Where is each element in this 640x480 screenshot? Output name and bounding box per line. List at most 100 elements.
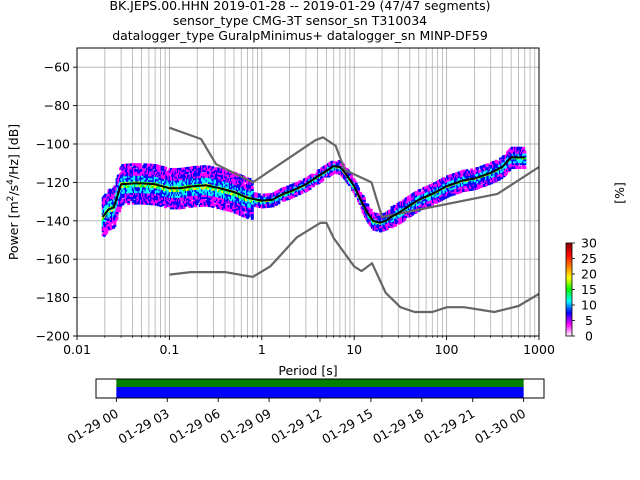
plot-frame bbox=[76, 47, 540, 337]
density-cell bbox=[194, 171, 198, 175]
density-cell bbox=[113, 223, 117, 227]
density-cell bbox=[430, 202, 434, 206]
density-cell bbox=[294, 193, 298, 197]
density-cell bbox=[292, 194, 296, 198]
density-cell bbox=[248, 177, 252, 181]
density-cell bbox=[305, 177, 309, 181]
density-cell bbox=[458, 188, 462, 192]
density-cell bbox=[104, 197, 108, 201]
density-cell bbox=[188, 204, 192, 208]
density-cell bbox=[246, 215, 250, 219]
density-cell bbox=[489, 179, 493, 183]
density-cell bbox=[145, 196, 149, 200]
density-cell bbox=[153, 166, 157, 170]
density-cell bbox=[262, 205, 266, 209]
density-cell bbox=[203, 170, 207, 174]
density-cell bbox=[223, 169, 227, 173]
density-cell bbox=[522, 146, 526, 150]
density-cell bbox=[173, 167, 177, 171]
colorbar-tick-label: 20 bbox=[581, 267, 597, 282]
density-cell bbox=[266, 195, 270, 199]
density-cell bbox=[114, 218, 118, 222]
density-cell bbox=[137, 201, 141, 205]
density-cell bbox=[257, 202, 261, 206]
density-cell bbox=[523, 150, 527, 154]
density-cell bbox=[182, 171, 186, 175]
density-cell bbox=[236, 209, 240, 213]
density-cell bbox=[119, 198, 123, 202]
density-cell bbox=[393, 223, 397, 227]
density-cell bbox=[121, 164, 125, 168]
density-cell bbox=[223, 203, 227, 207]
density-cell bbox=[164, 166, 168, 170]
density-cell bbox=[184, 167, 188, 171]
density-cell bbox=[158, 169, 162, 173]
density-cell bbox=[162, 168, 166, 172]
density-cell bbox=[228, 172, 232, 176]
density-cell bbox=[226, 171, 230, 175]
density-cell bbox=[350, 176, 354, 180]
density-cell bbox=[161, 166, 165, 170]
density-cell bbox=[206, 200, 210, 204]
density-cell bbox=[136, 195, 140, 199]
density-cell bbox=[225, 208, 229, 212]
density-cell bbox=[232, 177, 236, 181]
coverage-time-label: 01-29 18 bbox=[370, 406, 426, 447]
density-cell bbox=[361, 194, 365, 198]
density-cell bbox=[145, 198, 149, 202]
y-tick-label: −160 bbox=[36, 252, 70, 267]
colorbar-label: [%] bbox=[612, 182, 627, 204]
density-cell bbox=[298, 192, 302, 196]
density-cell bbox=[354, 182, 358, 186]
density-cell bbox=[300, 191, 304, 195]
density-cell bbox=[183, 199, 187, 203]
density-cell bbox=[124, 167, 128, 171]
noise-model-curves bbox=[102, 126, 539, 314]
density-cell bbox=[262, 195, 266, 199]
density-cell bbox=[214, 169, 218, 173]
density-cell bbox=[403, 217, 407, 221]
density-cell bbox=[223, 207, 227, 211]
density-cell bbox=[352, 189, 356, 193]
density-cell bbox=[229, 203, 233, 207]
density-cell bbox=[500, 176, 504, 180]
density-cell bbox=[173, 202, 177, 206]
density-cell bbox=[366, 205, 370, 209]
density-cell bbox=[171, 169, 175, 173]
density-cell bbox=[321, 178, 325, 182]
density-cell bbox=[452, 173, 456, 177]
density-cell bbox=[381, 226, 385, 230]
density-cell bbox=[452, 192, 456, 196]
density-cell bbox=[180, 202, 184, 206]
density-cell bbox=[117, 209, 121, 213]
density-cell bbox=[175, 206, 179, 210]
density-cell bbox=[142, 167, 146, 171]
density-cell bbox=[298, 190, 302, 194]
density-cell bbox=[152, 200, 156, 204]
density-cell bbox=[211, 166, 215, 170]
density-cell bbox=[269, 195, 273, 199]
density-cell bbox=[112, 191, 116, 195]
density-cell bbox=[250, 207, 254, 211]
x-axis-ticks: 0.01 0.1 1 10 100 1000 bbox=[63, 336, 555, 357]
x-tick-label: 0.01 bbox=[63, 342, 91, 357]
density-cell bbox=[459, 189, 463, 193]
density-cell bbox=[189, 172, 193, 176]
density-cell bbox=[362, 200, 366, 204]
density-cell bbox=[250, 188, 254, 192]
density-cell bbox=[109, 224, 113, 228]
density-cell bbox=[119, 203, 123, 207]
density-cell bbox=[345, 167, 349, 171]
density-cell bbox=[102, 225, 106, 229]
density-cell bbox=[266, 202, 270, 206]
density-cell bbox=[145, 201, 149, 205]
density-cell bbox=[176, 167, 180, 171]
density-cell bbox=[250, 211, 254, 215]
density-cell bbox=[250, 186, 254, 190]
density-cell bbox=[102, 233, 106, 237]
density-cell bbox=[159, 203, 163, 207]
density-cell bbox=[138, 197, 142, 201]
density-cell bbox=[168, 169, 172, 173]
density-cell bbox=[135, 163, 139, 167]
